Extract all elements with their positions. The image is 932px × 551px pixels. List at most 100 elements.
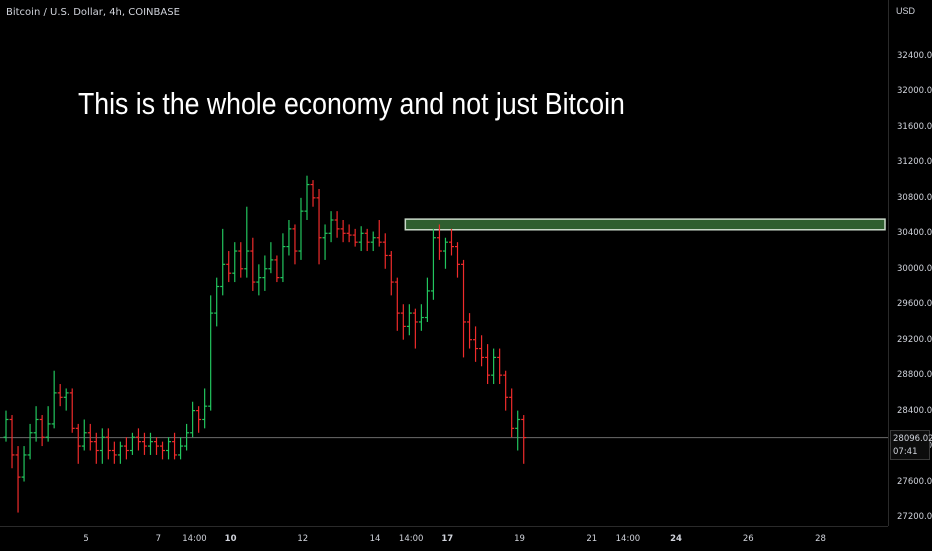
ohlc-bar bbox=[268, 242, 274, 274]
ohlc-bar bbox=[358, 226, 364, 252]
ohlc-bar bbox=[322, 224, 328, 260]
bar-countdown: 07:41 bbox=[893, 447, 918, 457]
time-tick-label: 14 bbox=[369, 534, 381, 544]
price-tick-label: 27200.00 bbox=[897, 512, 932, 522]
ohlc-bar bbox=[93, 432, 99, 464]
price-tick-label: 32000.00 bbox=[897, 86, 932, 97]
ohlc-bar bbox=[503, 370, 509, 411]
ohlc-bar bbox=[129, 432, 135, 455]
ohlc-bar bbox=[334, 211, 340, 238]
ohlc-bar bbox=[27, 423, 33, 460]
ohlc-bar bbox=[346, 224, 352, 243]
ohlc-bar bbox=[166, 437, 172, 460]
last-price-value: 28096.02 bbox=[893, 434, 932, 444]
supply-zone bbox=[404, 218, 886, 231]
ohlc-bar bbox=[467, 313, 473, 349]
ohlc-bar bbox=[9, 415, 15, 469]
ohlc-bar bbox=[382, 233, 388, 269]
price-axis[interactable]: 27200.0027600.0028000.0028400.0028800.00… bbox=[888, 0, 932, 526]
ohlc-bar bbox=[190, 401, 196, 438]
ohlc-bar bbox=[99, 428, 105, 464]
price-tick-label: 29600.00 bbox=[897, 299, 932, 310]
ohlc-bar bbox=[376, 220, 382, 247]
time-tick-label: 24 bbox=[670, 534, 682, 544]
ohlc-bar bbox=[310, 180, 316, 207]
ohlc-bar bbox=[491, 348, 497, 385]
price-chart[interactable] bbox=[0, 0, 888, 526]
ohlc-bar bbox=[418, 304, 424, 331]
ohlc-bar bbox=[135, 428, 141, 451]
ohlc-bar bbox=[15, 446, 21, 513]
annotation-text: This is the whole economy and not just B… bbox=[78, 86, 625, 121]
ohlc-bar bbox=[340, 220, 346, 243]
price-tick-label: 31200.00 bbox=[897, 157, 932, 168]
ohlc-bar bbox=[352, 228, 358, 247]
ohlc-bar bbox=[274, 255, 280, 283]
ohlc-bar bbox=[21, 446, 27, 482]
ohlc-bar bbox=[479, 335, 485, 367]
ohlc-bar bbox=[69, 388, 75, 433]
time-tick-label: 19 bbox=[514, 534, 525, 544]
ohlc-bar bbox=[256, 264, 262, 296]
time-tick-label: 28 bbox=[815, 534, 826, 544]
ohlc-bar bbox=[364, 228, 370, 252]
ohlc-bar bbox=[214, 277, 220, 327]
time-tick-label: 10 bbox=[224, 534, 237, 544]
ohlc-bar bbox=[515, 410, 521, 451]
ohlc-bar bbox=[497, 348, 503, 385]
time-tick-label: 7 bbox=[155, 534, 162, 544]
time-tick-label: 14:00 bbox=[398, 534, 424, 544]
ohlc-bar bbox=[208, 295, 214, 411]
ohlc-bar bbox=[280, 233, 286, 283]
symbol-title: Bitcoin / U.S. Dollar, 4h, COINBASE bbox=[6, 7, 180, 18]
ohlc-bar bbox=[141, 432, 147, 455]
price-tick-label: 32400.00 bbox=[897, 51, 932, 61]
ohlc-bar bbox=[473, 326, 479, 362]
time-tick-label: 14:00 bbox=[615, 534, 641, 544]
ohlc-bar bbox=[286, 220, 292, 256]
ohlc-bar bbox=[45, 406, 51, 442]
ohlc-bar bbox=[202, 388, 208, 429]
price-tick-label: 27600.00 bbox=[897, 476, 932, 487]
ohlc-bar bbox=[238, 242, 244, 278]
price-tick-label: 28800.00 bbox=[897, 370, 932, 381]
ohlc-bar bbox=[485, 344, 491, 385]
ohlc-bar bbox=[442, 237, 448, 269]
ohlc-bar bbox=[105, 428, 111, 460]
ohlc-bar bbox=[160, 441, 166, 460]
ohlc-bar bbox=[521, 415, 527, 464]
ohlc-bar bbox=[244, 206, 250, 278]
currency-label[interactable]: USD bbox=[896, 6, 916, 16]
time-tick-label: 21 bbox=[586, 534, 598, 544]
ohlc-bar bbox=[304, 175, 310, 221]
price-tick-label: 30800.00 bbox=[897, 192, 932, 203]
ohlc-bar bbox=[292, 224, 298, 265]
price-tick-label: 30000.00 bbox=[897, 263, 932, 274]
ohlc-bar bbox=[87, 423, 93, 451]
ohlc-bar bbox=[57, 384, 63, 407]
ohlc-bar bbox=[461, 259, 467, 358]
ohlc-bar bbox=[316, 188, 322, 265]
time-tick-label: 17 bbox=[441, 534, 454, 544]
ohlc-bar bbox=[298, 197, 304, 260]
ohlc-bar bbox=[196, 406, 202, 433]
price-tick-label: 29200.00 bbox=[897, 334, 932, 345]
ohlc-bar bbox=[226, 251, 232, 283]
ohlc-bar bbox=[154, 437, 159, 455]
ohlc-bar bbox=[455, 242, 460, 278]
price-tick-label: 31600.00 bbox=[897, 121, 932, 132]
ohlc-bar bbox=[123, 437, 129, 460]
ohlc-bar bbox=[406, 304, 412, 336]
ohlc-bar bbox=[81, 419, 87, 451]
ohlc-bar bbox=[39, 415, 45, 447]
ohlc-bar bbox=[220, 228, 226, 296]
ohlc-bar bbox=[117, 441, 123, 464]
time-axis[interactable]: 5 7 14:00 10 12 14 14:00 17 19 21 14:00 24 26 28 bbox=[0, 526, 888, 551]
last-price-label: 28096.02 07:41 bbox=[890, 430, 932, 460]
ohlc-bar bbox=[412, 308, 418, 349]
ohlc-bar bbox=[400, 304, 406, 340]
ohlc-bar bbox=[388, 251, 394, 296]
ohlc-bar bbox=[184, 423, 190, 451]
ohlc-bar bbox=[370, 231, 376, 252]
time-tick-label: 14:00 bbox=[182, 534, 207, 544]
